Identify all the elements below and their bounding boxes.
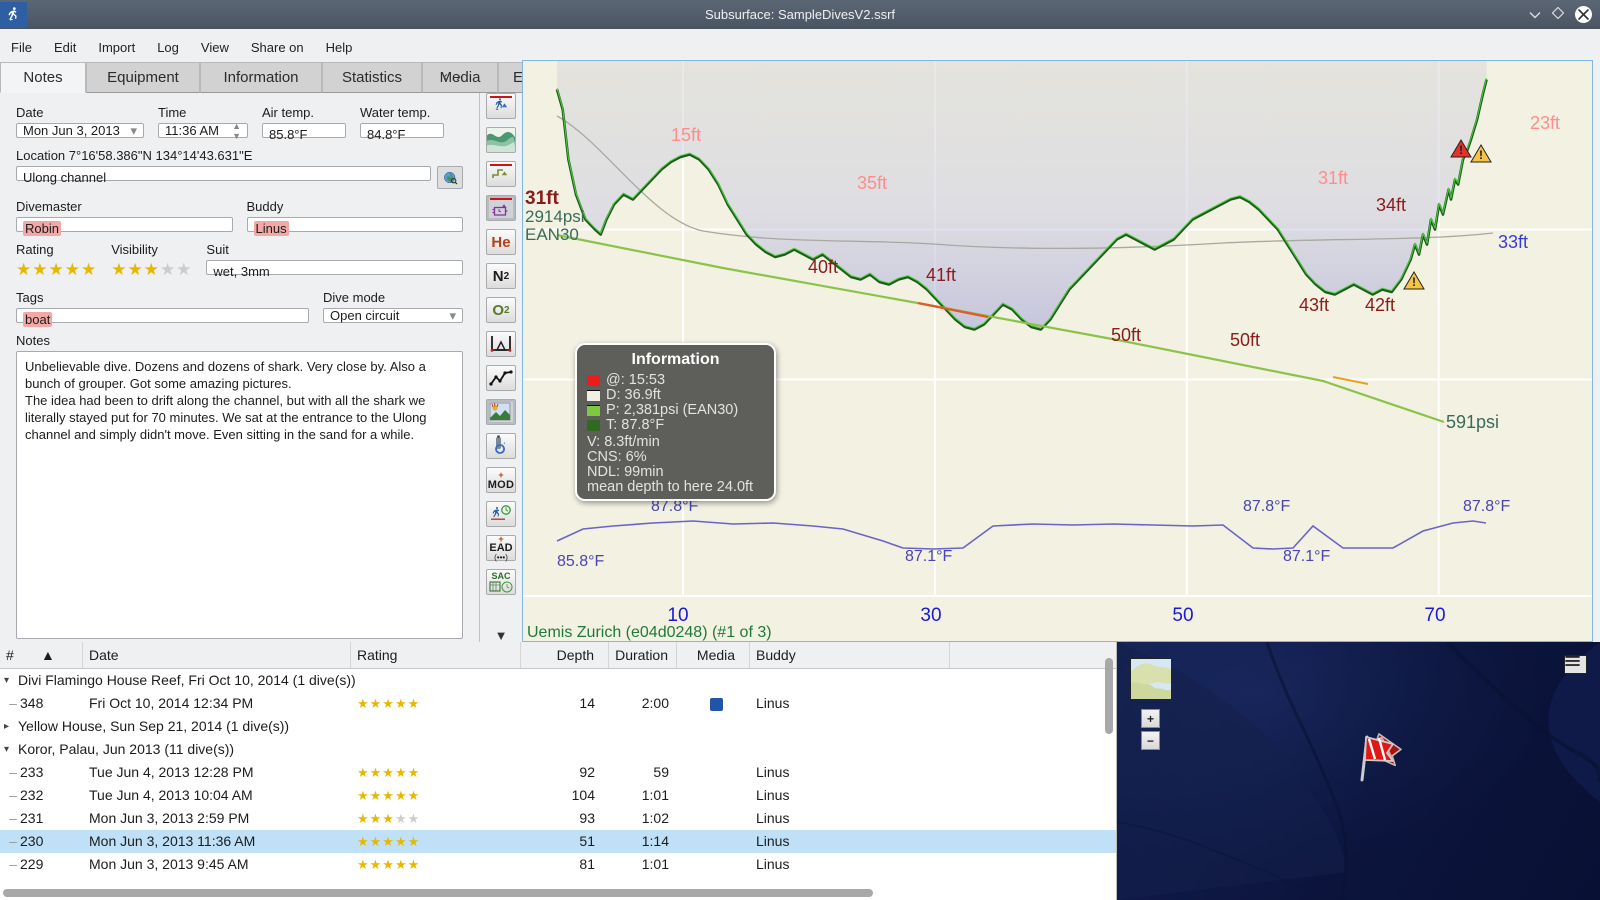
svg-text:591psi: 591psi — [1446, 412, 1499, 432]
svg-text:31ft: 31ft — [525, 188, 559, 209]
svg-text:41ft: 41ft — [926, 265, 956, 285]
svg-text:50ft: 50ft — [1111, 325, 1141, 345]
svg-text:42ft: 42ft — [1365, 295, 1395, 315]
svg-text:85.8°F: 85.8°F — [557, 553, 605, 570]
svg-text:30: 30 — [920, 605, 941, 626]
svg-text:87.1°F: 87.1°F — [905, 548, 953, 565]
svg-text:EAN30: EAN30 — [525, 225, 579, 244]
svg-text:10: 10 — [667, 605, 688, 626]
svg-text:40ft: 40ft — [808, 257, 838, 277]
svg-text:2914psi: 2914psi — [525, 207, 585, 226]
svg-text:35ft: 35ft — [857, 173, 887, 193]
svg-text:33ft: 33ft — [1498, 232, 1528, 252]
svg-text:!: ! — [1479, 148, 1483, 162]
svg-text:15ft: 15ft — [671, 125, 701, 145]
svg-text:50: 50 — [1172, 605, 1193, 626]
svg-text:34ft: 34ft — [1376, 195, 1406, 215]
svg-text:43ft: 43ft — [1299, 295, 1329, 315]
svg-text:31ft: 31ft — [1318, 168, 1348, 188]
svg-text:Uemis Zurich (e04d0248) (#1 of: Uemis Zurich (e04d0248) (#1 of 3) — [527, 624, 772, 641]
svg-text:87.1°F: 87.1°F — [1283, 548, 1331, 565]
svg-text:70: 70 — [1424, 605, 1445, 626]
svg-text:23ft: 23ft — [1530, 113, 1560, 133]
svg-text:50ft: 50ft — [1230, 330, 1260, 350]
svg-text:!: ! — [1412, 275, 1416, 289]
svg-text:!: ! — [1459, 143, 1463, 157]
svg-text:87.8°F: 87.8°F — [1463, 498, 1511, 515]
svg-text:87.8°F: 87.8°F — [1243, 498, 1291, 515]
